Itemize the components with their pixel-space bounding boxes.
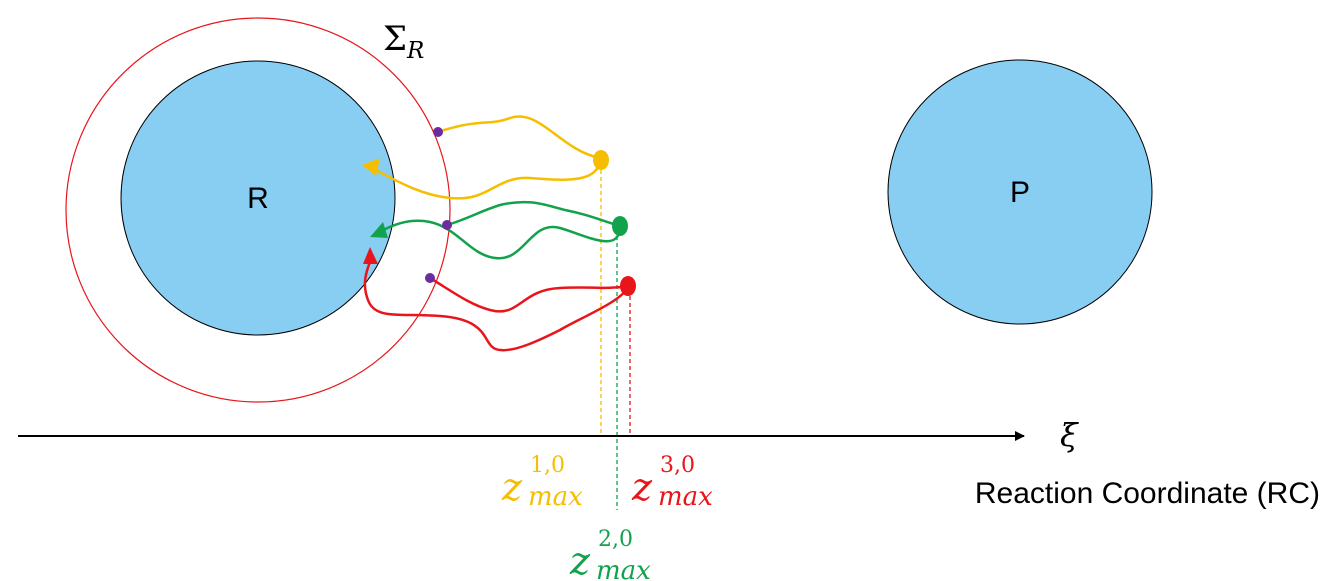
trajectory-3-crossing-point bbox=[425, 273, 435, 283]
trajectory-3-endpoint bbox=[620, 276, 636, 296]
sigma-symbol: Σ bbox=[383, 19, 407, 59]
trajectory-1 bbox=[362, 115, 609, 436]
trajectory-2-endpoint bbox=[612, 216, 628, 236]
trajectory-1-crossing-point bbox=[433, 127, 443, 137]
trajectory-3-arrowhead bbox=[363, 247, 378, 264]
trajectory-2-crossing-point bbox=[442, 220, 452, 230]
xi-symbol: ξ bbox=[1060, 416, 1079, 454]
zmax-1-sup: 1,0 bbox=[530, 453, 565, 478]
zmax-1-label: z 1,0 max bbox=[501, 453, 583, 512]
trajectory-1-endpoint bbox=[593, 150, 609, 170]
sigma-subscript: R bbox=[406, 38, 424, 64]
product-label: P bbox=[1010, 176, 1030, 209]
zmax-2-label: z 2,0 max bbox=[569, 527, 651, 581]
zmax-1-sub: max bbox=[528, 482, 583, 512]
zmax-2-sup: 2,0 bbox=[598, 527, 633, 552]
reactant-label: R bbox=[247, 182, 269, 215]
zmax-2-sub: max bbox=[596, 556, 651, 581]
sigma-r-boundary bbox=[65, 17, 451, 403]
axis-caption: Reaction Coordinate (RC) bbox=[975, 477, 1320, 510]
zmax-3-sub: max bbox=[658, 482, 713, 512]
trajectory-2 bbox=[370, 200, 628, 510]
zmax-3-sup: 3,0 bbox=[660, 453, 695, 478]
trajectory-3 bbox=[363, 247, 636, 436]
sigma-r-label: ΣR bbox=[383, 19, 424, 64]
reactant-basin bbox=[120, 60, 396, 336]
trajectory-1-arrowhead bbox=[362, 158, 380, 176]
trajectory-2-arrowhead bbox=[370, 222, 388, 238]
product-basin bbox=[887, 59, 1153, 325]
zmax-3-label: z 3,0 max bbox=[631, 453, 713, 512]
